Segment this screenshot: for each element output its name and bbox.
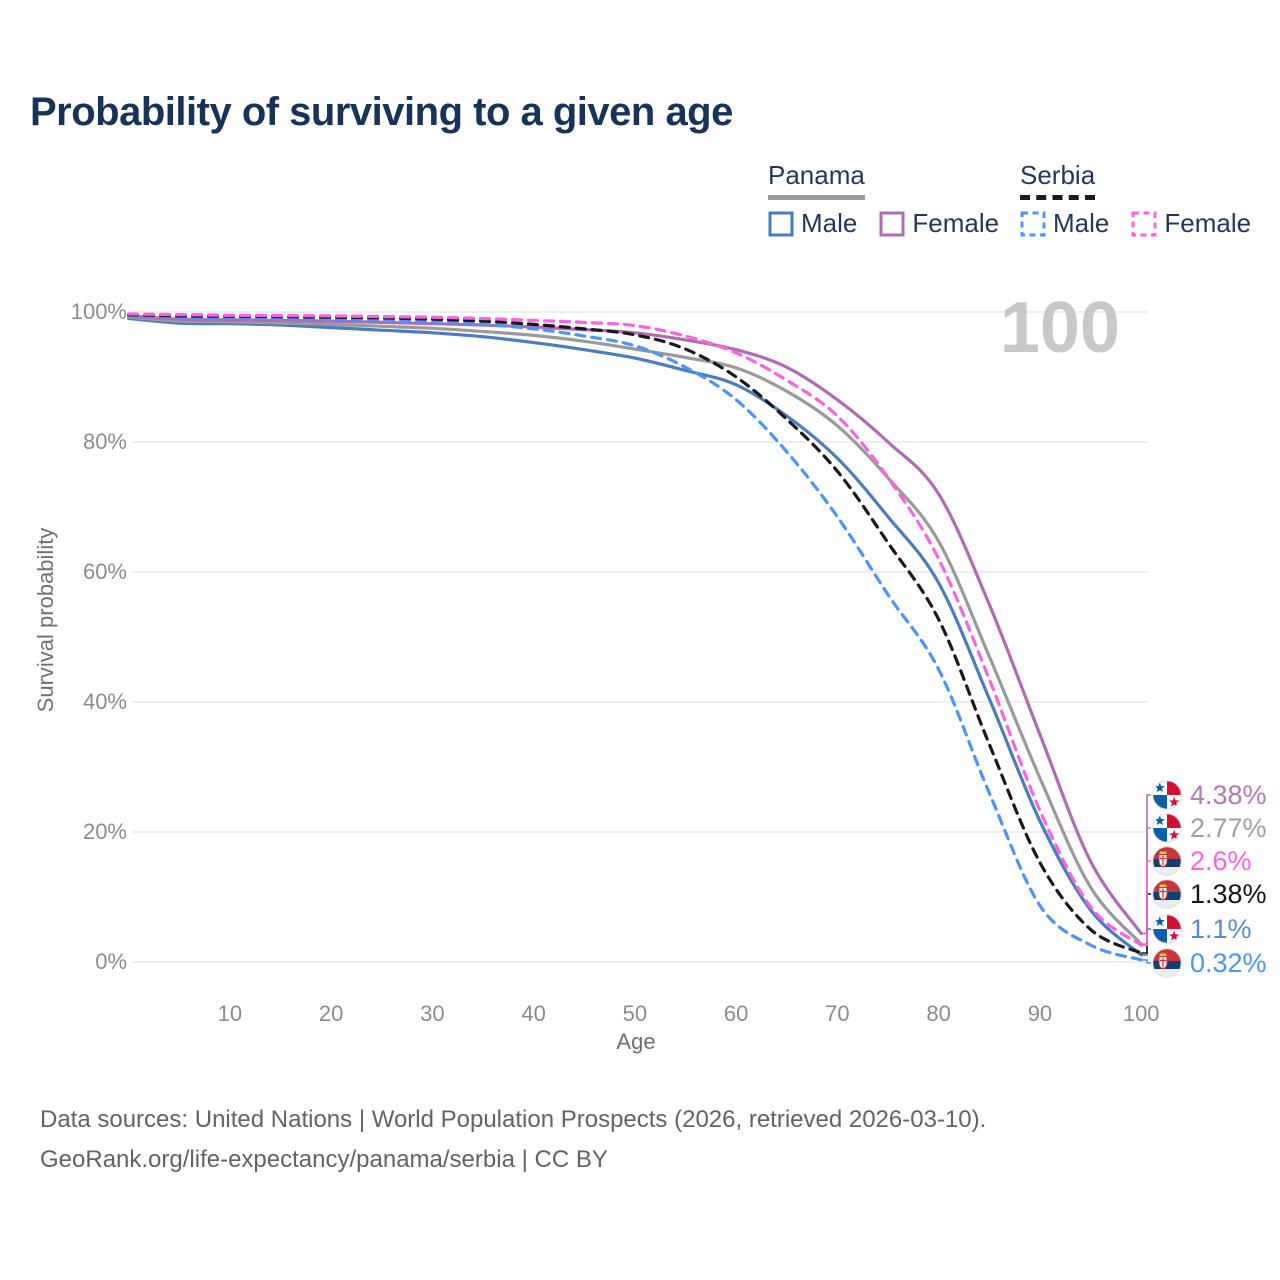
end-label-value: 1.1% <box>1190 913 1252 944</box>
line-serbia-female <box>127 312 1143 947</box>
legend-country-serbia: Serbia <box>1020 160 1096 200</box>
x-tick-label-20: 20 <box>318 1001 344 1026</box>
end-label-value: 2.77% <box>1190 812 1267 843</box>
y-tick-label-0: 0% <box>95 949 127 974</box>
legend-country-panama: Panama <box>768 160 865 200</box>
x-tick-label-30: 30 <box>420 1001 445 1026</box>
line-panama-both <box>127 315 1143 946</box>
legend-item-label: Female <box>1164 208 1252 238</box>
y-tick-label-20: 20% <box>82 819 127 844</box>
legend-item-label: Male <box>1053 208 1110 238</box>
line-panama-male <box>127 316 1143 957</box>
x-tick-label-90: 90 <box>1027 1001 1053 1026</box>
x-tick-label-100: 100 <box>1122 1001 1160 1026</box>
x-tick-label-40: 40 <box>521 1001 546 1026</box>
legend-group-panama: Panama Male Female <box>768 160 999 239</box>
connector-panama-female <box>1141 794 1151 935</box>
y-tick-label-40: 40% <box>82 689 127 714</box>
panama-flag-icon <box>1152 780 1182 810</box>
line-serbia-male <box>127 313 1143 962</box>
legend-item-label: Female <box>912 208 1000 238</box>
end-label-serbia-both: 1.38% <box>1152 878 1267 910</box>
y-tick-label-80: 80% <box>82 429 127 454</box>
end-label-value: 1.38% <box>1190 878 1267 909</box>
y-axis-title: Survival probability <box>33 527 58 713</box>
x-tick-label-10: 10 <box>217 1001 243 1026</box>
x-tick-label-60: 60 <box>723 1001 749 1026</box>
end-label-panama-female: 4.38% <box>1152 779 1267 811</box>
legend-group-serbia: Serbia Male Female <box>1020 160 1251 239</box>
age-watermark: 100 <box>999 288 1120 368</box>
connector-serbia-female <box>1141 860 1151 946</box>
legend-item-serbia-male[interactable]: Male <box>1020 208 1109 239</box>
end-label-panama-both: 2.77% <box>1152 812 1267 844</box>
line-panama-female <box>127 314 1143 936</box>
connector-panama-both <box>1141 827 1151 945</box>
x-tick-label-50: 50 <box>622 1001 648 1026</box>
footer-sources: Data sources: United Nations | World Pop… <box>40 1106 987 1133</box>
end-label-value: 0.32% <box>1190 947 1267 978</box>
legend-item-panama-female[interactable]: Female <box>879 208 999 239</box>
end-label-serbia-female: 2.6% <box>1152 845 1252 877</box>
serbia-flag-icon <box>1152 879 1182 909</box>
panama-flag-icon <box>1152 914 1182 944</box>
legend-swatch-icon <box>1020 211 1046 236</box>
legend-swatch-icon <box>879 211 905 236</box>
end-label-serbia-male: 0.32% <box>1152 947 1267 979</box>
footer-attribution: GeoRank.org/life-expectancy/panama/serbi… <box>40 1146 608 1173</box>
end-label-panama-male: 1.1% <box>1152 913 1252 945</box>
x-tick-label-70: 70 <box>825 1001 850 1026</box>
panama-flag-icon <box>1152 813 1182 843</box>
legend-swatch-icon <box>1131 211 1157 236</box>
y-tick-label-60: 60% <box>82 559 127 584</box>
y-tick-label-100: 100% <box>70 299 127 324</box>
line-serbia-both <box>127 313 1143 955</box>
end-label-value: 2.6% <box>1190 845 1252 876</box>
legend-item-label: Male <box>801 208 858 238</box>
page-title: Probability of surviving to a given age <box>30 90 733 134</box>
legend-item-serbia-female[interactable]: Female <box>1131 208 1251 239</box>
x-tick-label-80: 80 <box>926 1001 951 1026</box>
legend-swatch-icon <box>768 211 794 236</box>
legend-item-panama-male[interactable]: Male <box>768 208 857 239</box>
serbia-flag-icon <box>1152 846 1182 876</box>
connector-serbia-male <box>1141 959 1151 964</box>
serbia-flag-icon <box>1152 948 1182 978</box>
x-axis-title: Age <box>616 1029 656 1054</box>
end-label-value: 4.38% <box>1190 779 1267 810</box>
